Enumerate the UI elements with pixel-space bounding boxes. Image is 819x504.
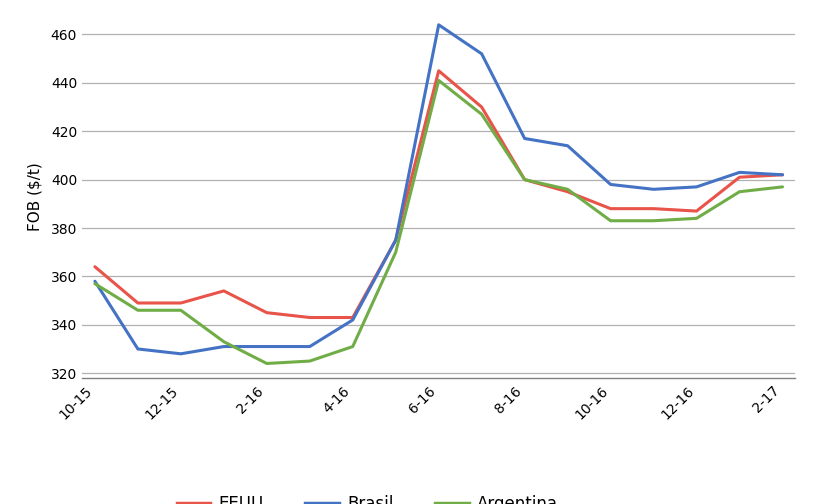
EEUU <box>219 288 229 294</box>
EEUU <box>433 68 443 74</box>
Brasil <box>261 344 271 350</box>
Brasil <box>519 136 529 142</box>
Argentina <box>391 249 400 255</box>
EEUU <box>90 264 100 270</box>
EEUU <box>605 206 615 212</box>
Brasil <box>219 344 229 350</box>
EEUU <box>261 309 271 316</box>
Argentina <box>347 344 357 350</box>
EEUU <box>519 176 529 182</box>
EEUU <box>391 237 400 243</box>
Brasil <box>605 181 615 187</box>
Brasil <box>776 172 786 178</box>
EEUU <box>648 206 658 212</box>
EEUU <box>347 314 357 321</box>
Argentina <box>219 339 229 345</box>
Argentina <box>605 218 615 224</box>
EEUU <box>176 300 186 306</box>
EEUU <box>476 104 486 110</box>
Argentina <box>476 111 486 117</box>
Brasil <box>734 169 744 175</box>
Argentina <box>648 218 658 224</box>
EEUU <box>734 174 744 180</box>
Argentina <box>305 358 314 364</box>
Argentina <box>690 215 700 221</box>
EEUU <box>305 314 314 321</box>
Line: Argentina: Argentina <box>95 81 781 363</box>
Brasil <box>433 22 443 28</box>
Argentina <box>776 184 786 190</box>
Brasil <box>562 143 572 149</box>
Argentina <box>734 188 744 195</box>
Brasil <box>690 184 700 190</box>
EEUU <box>562 188 572 195</box>
Argentina <box>519 176 529 182</box>
Brasil <box>90 278 100 284</box>
Brasil <box>305 344 314 350</box>
Argentina <box>90 281 100 287</box>
EEUU <box>776 172 786 178</box>
Legend: EEUU, Brasil, Argentina: EEUU, Brasil, Argentina <box>170 488 563 504</box>
Y-axis label: FOB ($/t): FOB ($/t) <box>27 162 43 231</box>
Brasil <box>176 351 186 357</box>
Brasil <box>391 237 400 243</box>
Line: Brasil: Brasil <box>95 25 781 354</box>
Argentina <box>562 186 572 193</box>
Line: EEUU: EEUU <box>95 71 781 318</box>
Argentina <box>133 307 143 313</box>
Brasil <box>347 317 357 323</box>
Brasil <box>476 51 486 57</box>
Argentina <box>433 78 443 84</box>
Brasil <box>133 346 143 352</box>
Brasil <box>648 186 658 193</box>
EEUU <box>690 208 700 214</box>
Argentina <box>176 307 186 313</box>
EEUU <box>133 300 143 306</box>
Argentina <box>261 360 271 366</box>
